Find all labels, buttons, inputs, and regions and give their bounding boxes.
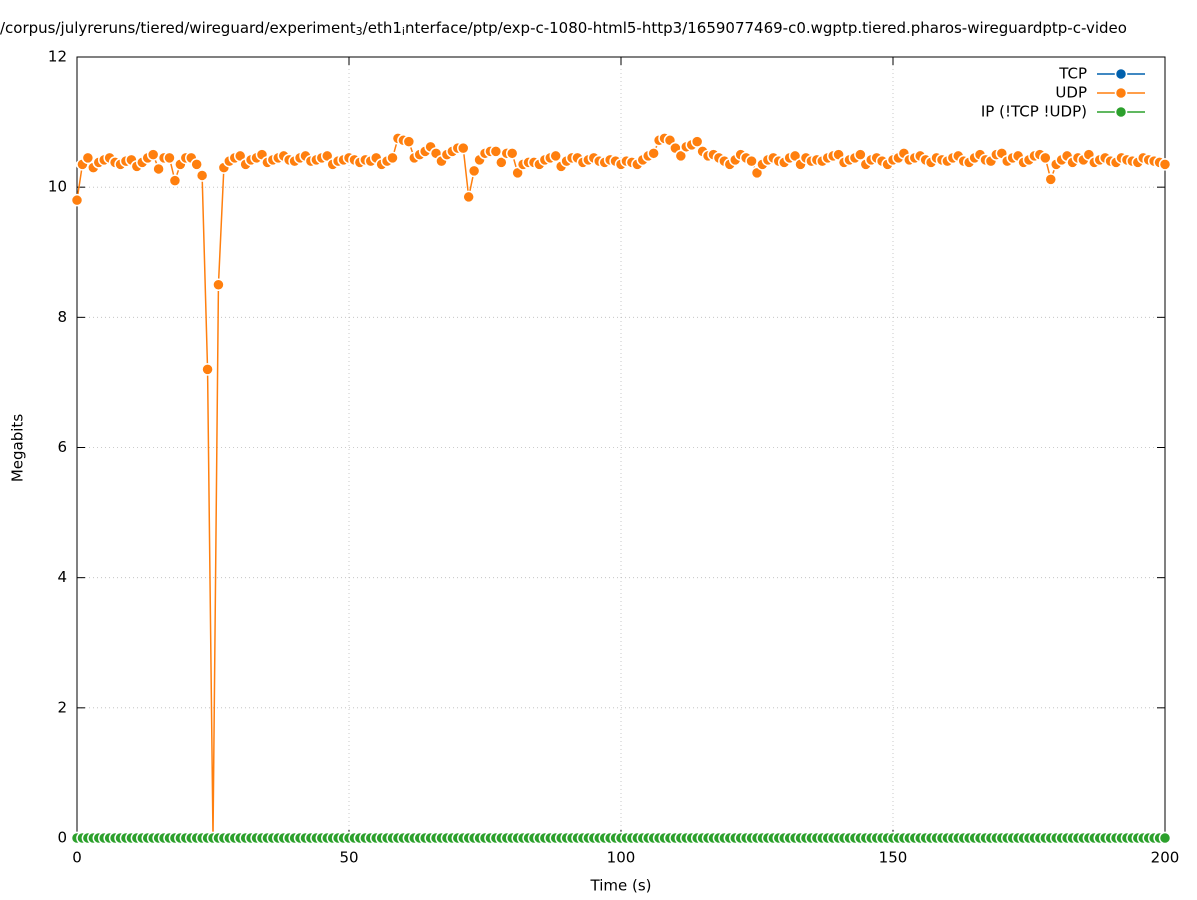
series-point xyxy=(168,174,182,187)
legend-label: TCP xyxy=(1058,65,1087,83)
series-point xyxy=(1039,151,1052,165)
legend-swatch-point xyxy=(1114,67,1128,81)
x-axis-label: Time (s) xyxy=(590,877,652,895)
chart-title: /corpus/julyreruns/tiered/wireguard/expe… xyxy=(0,19,1127,39)
x-tick-label: 100 xyxy=(607,849,636,867)
series-point xyxy=(1044,173,1058,186)
y-tick-label: 2 xyxy=(57,698,67,716)
series-point xyxy=(386,151,399,165)
series-point xyxy=(745,154,758,168)
series-point xyxy=(81,151,95,165)
y-tick-label: 8 xyxy=(57,308,67,326)
series-point xyxy=(190,158,203,171)
y-axis-label: Megabits xyxy=(9,414,27,482)
title-part: /corpus/julyreruns/tiered/wireguard/expe… xyxy=(0,19,356,37)
y-tick-label: 0 xyxy=(57,829,67,847)
series-point xyxy=(201,363,214,376)
title-part: nterface/ptp/exp-c-1080-html5-http3/1659… xyxy=(405,19,1127,37)
x-tick-label: 200 xyxy=(1151,849,1180,867)
series-point xyxy=(690,135,704,148)
series-point xyxy=(467,164,481,178)
y-tick-label: 10 xyxy=(48,178,67,196)
x-tick-label: 0 xyxy=(72,849,82,867)
series-point xyxy=(212,278,225,292)
series-point xyxy=(854,148,867,161)
legend-swatch-point xyxy=(1114,86,1128,100)
series-point xyxy=(647,147,660,160)
series-point xyxy=(674,149,688,163)
legend-label: UDP xyxy=(1055,84,1087,102)
series-point xyxy=(456,141,470,155)
title-part: /eth1 xyxy=(363,19,402,37)
y-tick-label: 6 xyxy=(57,438,67,456)
series-point xyxy=(195,169,209,182)
series-point xyxy=(70,193,84,207)
series-point xyxy=(163,151,176,165)
series-point xyxy=(152,162,165,176)
series-point xyxy=(1158,831,1172,845)
legend-swatch-point xyxy=(1114,105,1128,119)
series-point xyxy=(505,147,519,160)
title-subscript: 3 xyxy=(356,25,363,38)
title-subscript: i xyxy=(402,25,405,38)
series-point xyxy=(462,190,475,204)
series-point xyxy=(1158,158,1172,171)
series-point xyxy=(402,135,416,148)
series-point xyxy=(549,149,562,163)
legend-label: IP (!TCP !UDP) xyxy=(981,103,1087,121)
series-point xyxy=(146,148,160,161)
x-tick-label: 150 xyxy=(879,849,908,867)
y-tick-label: 4 xyxy=(57,568,67,586)
y-tick-label: 12 xyxy=(48,48,67,66)
series-point xyxy=(495,156,508,169)
x-tick-label: 50 xyxy=(339,849,358,867)
series-point xyxy=(489,145,503,158)
